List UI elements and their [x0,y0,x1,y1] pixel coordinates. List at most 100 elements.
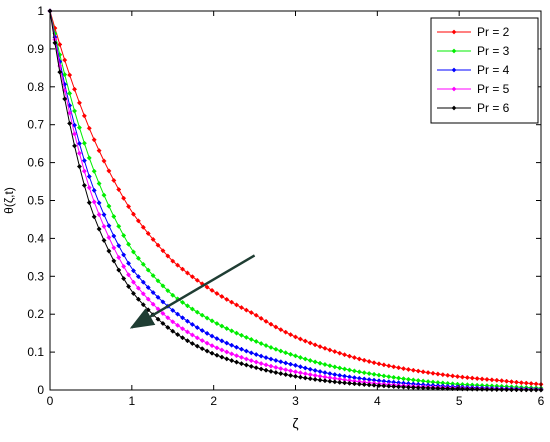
series-marker [116,267,122,273]
series-marker [175,311,181,317]
series-marker [199,327,205,334]
series-marker [322,378,328,384]
series-marker [194,343,200,349]
series-marker [376,372,382,378]
series-marker [155,294,161,300]
series-marker [317,344,323,350]
series-marker [342,352,348,358]
series-marker [170,328,176,334]
series-marker [238,354,245,360]
legend-entry: Pr = 3 [437,44,510,58]
series-marker [312,342,318,348]
series-marker [96,226,102,232]
series-marker [62,72,68,78]
series-marker [194,309,200,315]
series-marker [337,350,343,356]
series-marker [214,345,220,351]
series-marker [106,234,112,241]
series-marker [238,361,245,367]
series-marker [121,195,127,201]
series-marker [366,358,372,365]
series-marker [273,346,279,352]
series-marker [96,212,102,218]
series-marker [209,343,215,349]
series-marker [420,369,426,375]
series-marker [322,370,328,376]
series-marker [204,315,210,321]
y-tick-label: 0.1 [27,345,44,359]
series-marker [322,345,328,351]
legend-swatch-marker [451,48,457,54]
series-marker [371,360,377,366]
series-marker [371,382,377,388]
series-marker [386,383,392,389]
y-axis-label: θ(ζ,t) [2,187,16,214]
series-marker [342,380,348,386]
series-marker [307,366,313,372]
series-marker [219,323,225,329]
series-marker [204,284,210,290]
series-marker [189,274,195,280]
series-marker [135,274,141,280]
legend-swatch-marker [451,86,457,92]
series-marker [126,283,132,290]
series-marker [396,375,402,381]
series-marker [101,158,107,164]
series-marker [405,376,411,382]
series-marker [219,293,225,300]
series-marker [297,374,303,380]
legend-entry: Pr = 2 [437,25,510,39]
series-marker [224,340,230,346]
series-marker [435,385,441,391]
series-marker [209,318,215,324]
series-marker [297,354,303,361]
series-marker [381,373,387,379]
series-marker [288,368,294,374]
series-marker [121,263,127,269]
series-marker [106,203,112,209]
series-marker [175,262,181,268]
series-marker [288,361,294,367]
series-marker [327,347,333,353]
series-marker [391,374,397,380]
y-tick-label: 0.6 [27,156,44,170]
series-marker [268,344,274,350]
series-marker [396,384,402,390]
series-marker [209,333,215,339]
series-marker [199,312,205,318]
series-marker [386,374,392,380]
series-marker [209,350,215,356]
series-marker [396,365,402,371]
series-marker [479,386,485,392]
series-marker [189,306,195,312]
series-marker [283,371,289,378]
x-tick-label: 6 [538,394,545,408]
series-marker [278,327,284,333]
series-marker [248,363,254,369]
series-marker [332,349,338,355]
legend-entry: Pr = 5 [437,82,510,96]
series-marker [194,335,200,341]
series-marker [263,355,269,361]
series-marker [67,90,73,96]
series-marker [273,357,279,363]
series-marker [356,369,362,375]
series-marker [302,338,308,344]
series-marker [224,296,230,302]
series-marker [234,330,240,336]
series-marker [327,371,333,377]
series-marker [430,370,436,376]
series-marker [76,163,83,170]
series-marker [189,332,195,338]
series-marker [184,303,191,309]
series-marker [135,218,141,224]
series-marker [459,374,465,380]
series-marker [111,177,117,183]
series-marker [184,270,191,276]
series-marker [170,292,176,298]
series-marker [86,155,92,161]
series-marker [234,353,240,359]
x-tick-label: 5 [456,394,463,408]
y-tick-label: 0.3 [27,269,44,283]
series-marker [469,386,475,392]
